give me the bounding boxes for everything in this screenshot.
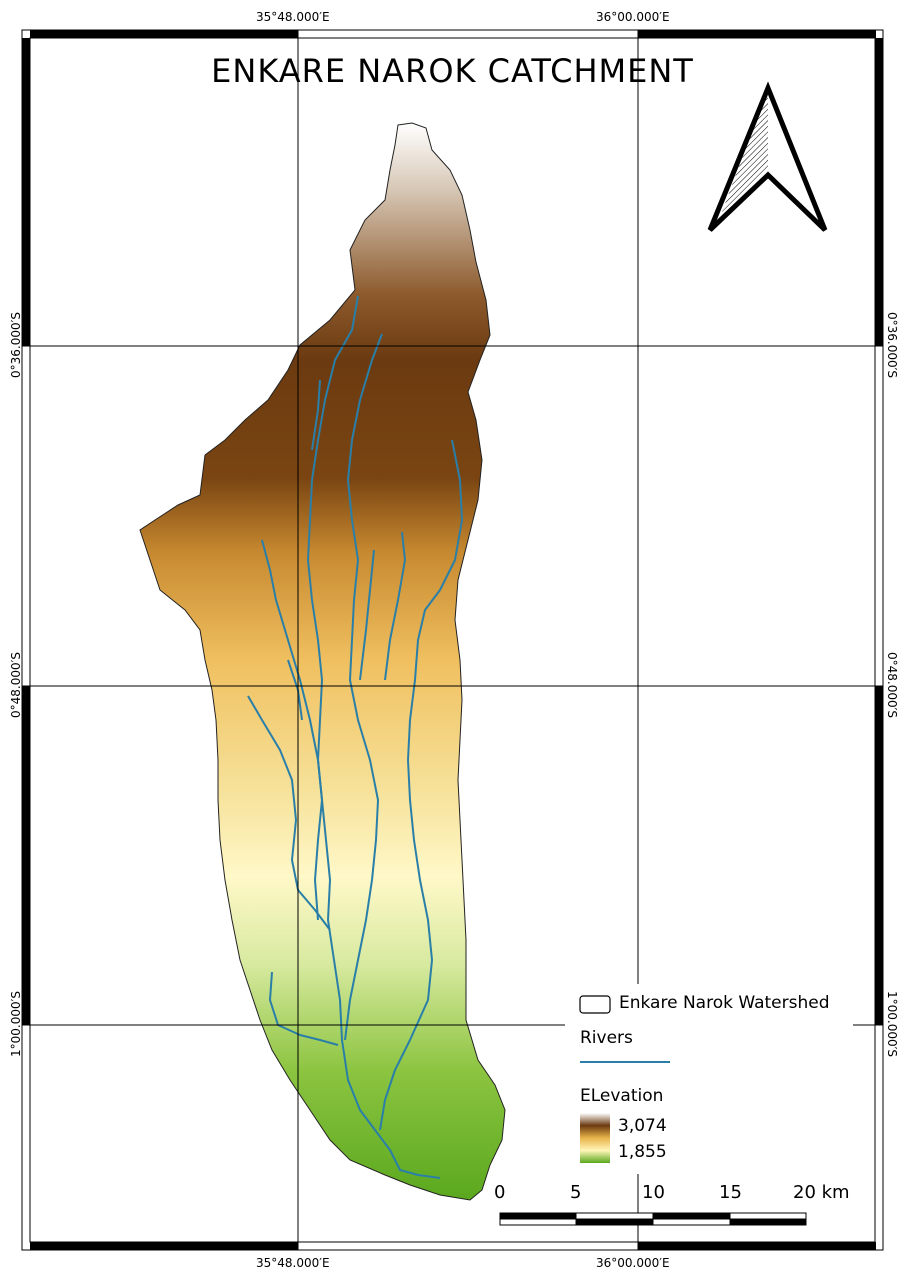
graticule — [22, 30, 883, 1250]
river-8 — [359, 549, 375, 681]
lon-label-top-1: 35°48.000′E — [256, 10, 330, 24]
scale-tick-10: 10 — [642, 1182, 665, 1203]
scale-tick-20: 20 km — [793, 1182, 850, 1203]
watershed-polygon — [139, 122, 506, 1201]
lat-label-left-3: 1°00.000′S — [9, 991, 23, 1057]
legend-elevation-title: ELevation — [580, 1086, 664, 1106]
legend-elevation-max: 3,074 — [618, 1116, 667, 1136]
rivers — [247, 295, 463, 1179]
lon-label-top-2: 36°00.000′E — [596, 10, 670, 24]
river-5 — [247, 695, 331, 931]
river-6 — [269, 971, 339, 1046]
river-4 — [261, 539, 323, 921]
legend-elevation-min: 1,855 — [618, 1142, 667, 1162]
legend-panel — [565, 984, 853, 1174]
lat-label-left-1: 0°36.000′S — [9, 312, 23, 378]
lat-label-left-2: 0°48.000′S — [9, 652, 23, 718]
elevation-swatch — [580, 1113, 610, 1163]
map-frame — [21, 29, 884, 1251]
legend-watershed-label: Enkare Narok Watershed — [619, 993, 830, 1013]
lat-label-right-3: 1°00.000′S — [885, 991, 899, 1057]
river-2 — [344, 333, 383, 1041]
map-title: ENKARE NAROK CATCHMENT — [211, 52, 694, 90]
lon-label-bottom-2: 36°00.000′E — [596, 1256, 670, 1270]
frame-ticks — [22, 30, 883, 1250]
river-3 — [379, 439, 463, 1131]
river-10 — [311, 379, 321, 451]
watershed-swatch — [579, 995, 611, 1014]
lon-label-bottom-1: 35°48.000′E — [256, 1256, 330, 1270]
lat-label-right-1: 0°36.000′S — [885, 312, 899, 378]
scale-tick-0: 0 — [494, 1182, 506, 1203]
north-arrow-icon — [707, 81, 828, 232]
scale-tick-5: 5 — [570, 1182, 582, 1203]
legend-rivers-label: Rivers — [580, 1028, 633, 1048]
scale-tick-15: 15 — [719, 1182, 742, 1203]
scale-bar — [499, 1212, 807, 1226]
lat-label-right-2: 0°48.000′S — [885, 652, 899, 718]
river-7 — [384, 531, 406, 681]
